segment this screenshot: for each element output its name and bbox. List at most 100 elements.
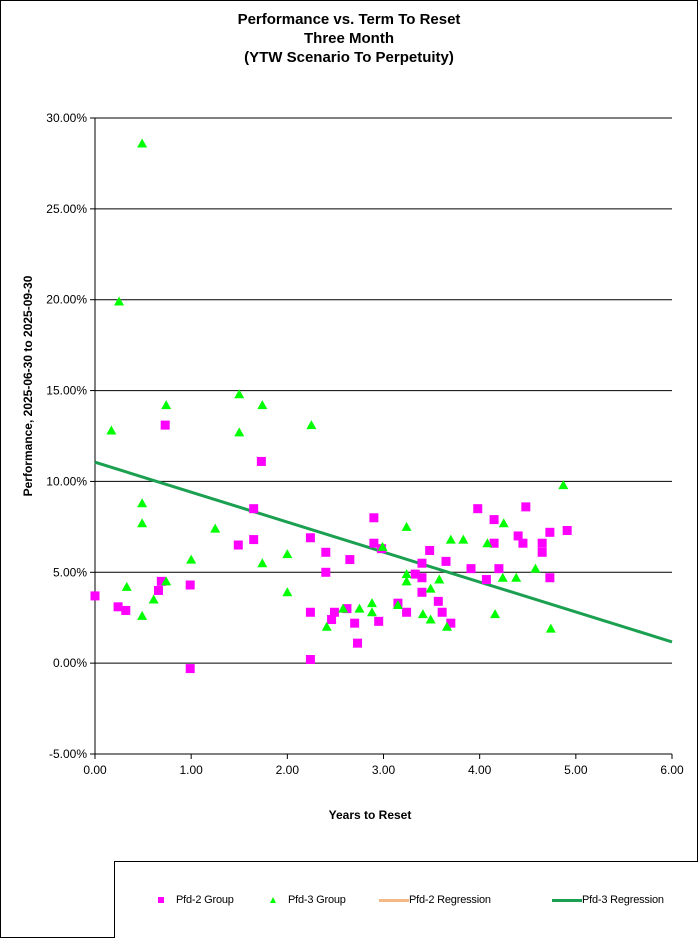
x-tick-label: 0.00 — [83, 763, 107, 777]
y-tick-label: 15.00% — [46, 384, 87, 398]
x-tick-label: 6.00 — [660, 763, 684, 777]
pfd2-point — [369, 538, 379, 548]
pfd2-point — [417, 558, 427, 568]
tick-labels: -5.00% 0.00% 5.00% 10.00% 15.00% 20.00% 25.00%… — [46, 111, 684, 777]
chart-title-line-2: Three Month — [304, 30, 394, 47]
pfd2-point — [481, 575, 491, 585]
x-tick-label: 4.00 — [468, 763, 492, 777]
pfd2-point — [249, 535, 259, 545]
pfd3-point — [545, 623, 556, 633]
pfd2-point — [437, 607, 447, 617]
pfd2-point — [113, 602, 123, 612]
pfd3-point — [161, 576, 172, 586]
pfd2-point — [537, 538, 547, 548]
pfd2-point — [545, 527, 555, 537]
legend-item-pfd3-regression: Pfd-3 Regression — [552, 894, 664, 906]
triangle-marker-icon — [270, 897, 276, 903]
pfd2-point — [353, 638, 363, 648]
pfd2-point — [90, 591, 100, 601]
pfd2-point — [185, 580, 195, 590]
pfd2-point — [185, 664, 195, 674]
pfd3-point — [306, 420, 317, 430]
pfd3-point — [161, 400, 172, 410]
pfd3-point — [401, 569, 412, 579]
pfd2-point — [121, 605, 131, 615]
pfd3-point — [121, 581, 132, 591]
pfd3-point — [497, 572, 508, 582]
legend-item-pfd2-regression: Pfd-2 Regression — [379, 894, 491, 906]
pfd3-point — [425, 614, 436, 624]
y-tick-label: 10.00% — [46, 474, 87, 488]
pfd2-point — [446, 618, 456, 628]
pfd2-point — [345, 555, 355, 565]
x-axis-title: Years to Reset — [329, 808, 412, 822]
pfd3-point — [401, 576, 412, 586]
y-tick-label: 30.00% — [46, 111, 87, 125]
pfd2-point — [417, 573, 427, 583]
y-axis-title: Performance, 2025-06-30 to 2025-09-30 — [21, 275, 35, 496]
legend: Pfd-2 Group Pfd-3 Group Pfd-2 Regression… — [114, 861, 698, 938]
pfd3-point — [425, 583, 436, 593]
pfd3-point — [137, 138, 148, 148]
pfd2-point — [537, 547, 547, 557]
pfd2-point — [545, 573, 555, 583]
pfd2-point — [521, 502, 531, 512]
pfd3-point — [434, 574, 445, 584]
y-tick-label: 5.00% — [53, 565, 87, 579]
y-tick-label: 25.00% — [46, 202, 87, 216]
pfd3-point — [392, 599, 403, 609]
pfd2-point — [402, 607, 412, 617]
chart-title-line-1: Performance vs. Term To Reset — [237, 11, 461, 28]
pfd3-point — [321, 621, 332, 631]
pfd3-point — [354, 603, 365, 613]
pfd3-point — [377, 541, 388, 551]
pfd2-point — [374, 616, 384, 626]
pfd3-point — [106, 425, 117, 435]
pfd2-point — [489, 515, 499, 525]
y-tick-label: 0.00% — [53, 656, 87, 670]
line-swatch-icon — [379, 898, 409, 902]
pfd3-point — [137, 498, 148, 508]
pfd3-point — [558, 480, 569, 490]
x-tick-label: 5.00 — [564, 763, 588, 777]
pfd2-point — [473, 504, 483, 514]
pfd3-point — [282, 549, 293, 559]
pfd2-point — [156, 576, 166, 586]
pfd2-point — [249, 504, 259, 514]
pfd3-point — [186, 554, 197, 564]
axes — [90, 117, 673, 759]
pfd2-point — [327, 615, 337, 625]
x-tick-label: 1.00 — [179, 763, 203, 777]
pfd3-point — [210, 523, 221, 533]
pfd2-point — [369, 513, 379, 523]
legend-label: Pfd-2 Regression — [409, 894, 491, 906]
pfd2-point — [441, 556, 451, 566]
pfd2-point — [494, 564, 504, 574]
pfd3-point — [417, 609, 428, 619]
pfd2-point — [489, 538, 499, 548]
pfd2-point — [425, 545, 435, 555]
legend-item-pfd3-group: Pfd-3 Group — [270, 894, 346, 906]
pfd3-point — [257, 558, 268, 568]
pfd3-point — [234, 427, 245, 437]
pfd2-point — [410, 569, 420, 579]
pfd2-point — [329, 607, 339, 617]
pfd2-point — [233, 540, 243, 550]
pfd2-point — [433, 596, 443, 606]
pfd2-point — [305, 533, 315, 543]
line-swatch-icon — [552, 898, 582, 902]
pfd3-point — [511, 572, 522, 582]
pfd3-point — [137, 610, 148, 620]
pfd2-point — [342, 604, 352, 614]
pfd3-point — [401, 521, 412, 531]
pfd3-point — [148, 594, 159, 604]
pfd3-point — [282, 587, 293, 597]
pfd2-point — [562, 525, 572, 535]
square-marker-icon — [158, 897, 164, 903]
pfd2-point — [321, 567, 331, 577]
legend-item-pfd2-group: Pfd-2 Group — [158, 894, 234, 906]
pfd2-point — [417, 587, 427, 597]
pfd3-point — [338, 603, 349, 613]
pfd3-point — [257, 400, 268, 410]
legend-label: Pfd-3 Group — [288, 894, 346, 906]
